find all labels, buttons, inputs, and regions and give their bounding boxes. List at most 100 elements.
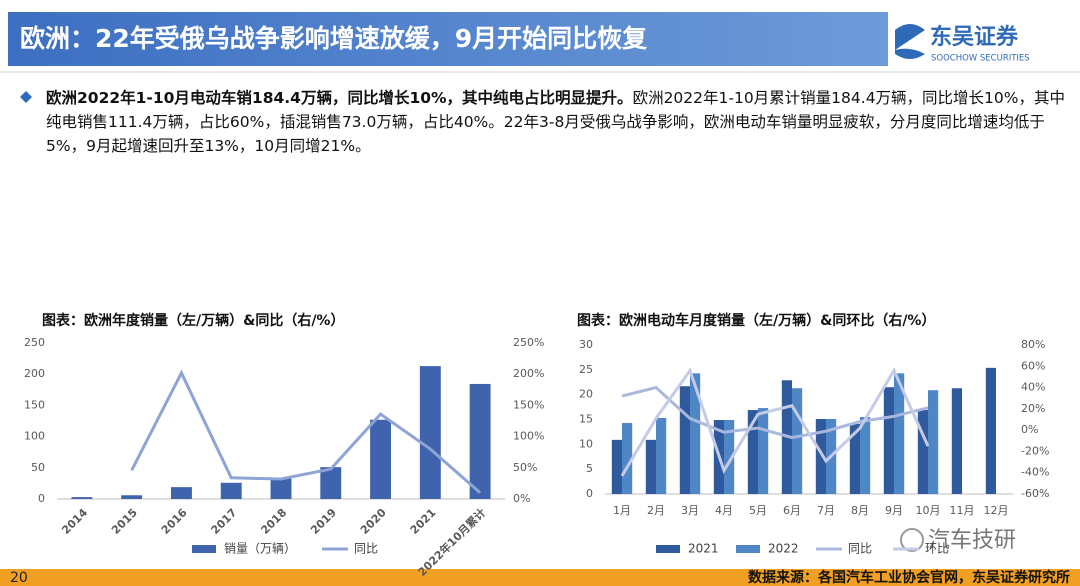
x-tick-label: 2016 — [159, 506, 190, 537]
line — [620, 367, 930, 477]
bar — [894, 373, 905, 494]
bar — [656, 418, 667, 494]
bar — [270, 478, 292, 499]
y-tick-label: 5 — [586, 462, 593, 475]
legend-label: 同比 — [354, 542, 378, 556]
x-tick-label: 2021 — [408, 506, 439, 537]
y2-tick-label: 250% — [513, 336, 544, 349]
y2-tick-label: 60% — [1021, 359, 1045, 372]
y2-tick-label: -60% — [1021, 487, 1049, 500]
x-tick-label: 2019 — [308, 506, 339, 537]
bar — [469, 383, 491, 499]
y-tick-label: 0 — [38, 492, 45, 505]
bar — [917, 410, 928, 494]
x-tick-label: 7月 — [817, 504, 835, 517]
bar — [611, 439, 622, 494]
y2-tick-label: 0% — [1021, 423, 1038, 436]
x-tick-label: 2月 — [647, 504, 665, 517]
bar — [758, 408, 769, 494]
x-tick-label: 3月 — [681, 504, 699, 517]
legend-label: 销量（万辆） — [224, 542, 296, 556]
bullet-bold: 欧洲2022年1-10月电动车销184.4万辆，同比增长10%，其中纯电占比明显… — [46, 89, 633, 107]
x-tick-label: 8月 — [851, 504, 869, 517]
legend-swatch — [736, 545, 760, 553]
x-tick-label: 6月 — [783, 504, 801, 517]
bar — [690, 373, 701, 494]
y2-tick-label: 50% — [513, 461, 537, 474]
bar — [860, 417, 871, 494]
line — [621, 385, 929, 440]
y-tick-label: 250 — [24, 336, 45, 349]
x-tick-label: 4月 — [715, 504, 733, 517]
x-tick-label: 12月 — [984, 504, 1009, 517]
bar — [622, 422, 633, 494]
logo: 东吴证券 SOOCHOW SECURITIES — [895, 24, 1030, 64]
bar — [747, 410, 758, 494]
line — [130, 369, 482, 494]
x-tick-label: 2017 — [209, 506, 240, 537]
y2-tick-label: -20% — [1021, 444, 1049, 457]
y2-tick-label: 200% — [513, 367, 544, 380]
bar — [849, 423, 860, 494]
legend-label: 环比 — [925, 542, 949, 556]
bar — [928, 390, 939, 494]
x-tick-label: 2015 — [109, 506, 140, 537]
bar — [679, 386, 690, 494]
bar — [724, 419, 735, 494]
y2-tick-label: 150% — [513, 398, 544, 411]
y-tick-label: 25 — [579, 363, 593, 376]
bar — [985, 367, 996, 494]
y-tick-label: 15 — [579, 413, 593, 426]
x-tick-label: 10月 — [916, 504, 941, 517]
chart-title: 图表：欧洲年度销量（左/万辆）&同比（右/%） — [42, 312, 344, 329]
bullet-normal: 欧洲2022年1-10月累计销量184.4万辆，同比增长10%，其中纯电销售11… — [46, 89, 1066, 155]
bar — [883, 387, 894, 494]
bar — [645, 439, 656, 494]
y-tick-label: 200 — [24, 367, 45, 380]
bar — [792, 388, 803, 494]
y-tick-label: 20 — [579, 388, 593, 401]
header-bar — [8, 12, 888, 66]
legend-swatch — [192, 545, 216, 553]
chart-title: 图表：欧洲电动车月度销量（左/万辆）&同环比（右/%） — [577, 312, 935, 329]
y2-tick-label: 80% — [1021, 338, 1045, 351]
x-tick-label: 2014 — [59, 506, 90, 537]
legend-label: 2021 — [688, 542, 719, 556]
y-tick-label: 50 — [31, 461, 45, 474]
y-tick-label: 0 — [586, 487, 593, 500]
bar — [121, 495, 143, 499]
bar — [951, 388, 962, 494]
source: 数据来源：各国汽车工业协会官网，东吴证券研究所 — [748, 569, 1070, 586]
legend-swatch — [656, 545, 680, 553]
header-title: 欧洲：22年受俄乌战争影响增速放缓，9月开始同比恢复 — [20, 24, 648, 53]
x-tick-label: 9月 — [885, 504, 903, 517]
logo-cn: 东吴证券 — [930, 24, 1019, 50]
bar — [370, 419, 392, 499]
y-tick-label: 10 — [579, 437, 593, 450]
x-tick-label: 5月 — [749, 504, 767, 517]
bar — [419, 366, 441, 499]
watermark: 汽车技研 — [900, 528, 1016, 553]
watermark-icon — [900, 528, 924, 552]
chart: 图表：欧洲年度销量（左/万辆）&同比（右/%） 0 50 100 150 200 250 0%… — [24, 312, 544, 579]
x-tick-label: 11月 — [950, 504, 975, 517]
page-number: 20 — [10, 570, 28, 586]
legend-label: 2022 — [768, 542, 799, 556]
y-tick-label: 100 — [24, 430, 45, 443]
bar — [320, 467, 342, 499]
x-tick-label: 2018 — [258, 506, 289, 537]
x-tick-label: 2020 — [358, 506, 389, 537]
chart: 图表：欧洲电动车月度销量（左/万辆）&同环比（右/%） 0 5 10 15 20 25 30 -… — [577, 312, 1049, 556]
logo-en: SOOCHOW SECURITIES — [931, 54, 1030, 64]
y-tick-label: 30 — [579, 338, 593, 351]
bullet-text: 欧洲2022年1-10月电动车销184.4万辆，同比增长10%，其中纯电占比明显… — [46, 86, 1066, 158]
bullet-icon — [20, 91, 32, 103]
y2-tick-label: -40% — [1021, 466, 1049, 479]
y2-tick-label: 20% — [1021, 402, 1045, 415]
y2-tick-label: 0% — [513, 492, 530, 505]
bar — [815, 419, 826, 494]
bar — [220, 482, 242, 499]
y-tick-label: 150 — [24, 398, 45, 411]
